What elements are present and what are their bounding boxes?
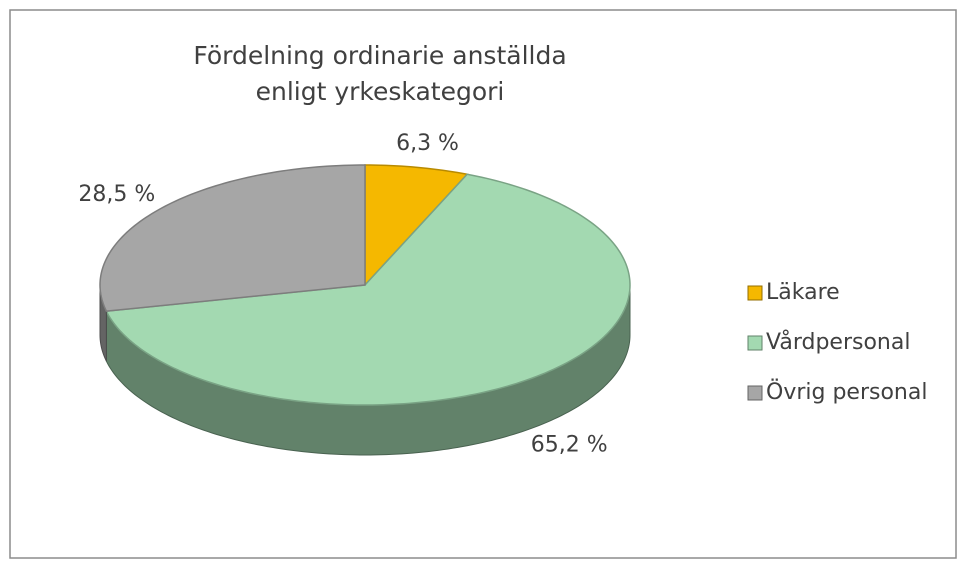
data-label: 65,2 %	[531, 432, 608, 457]
legend-swatch	[747, 385, 763, 401]
chart-title: Fördelning ordinarie anställda enligt yr…	[193, 41, 567, 106]
slice-top	[364, 164, 469, 287]
legend-label: Övrig personal	[766, 379, 927, 405]
legend-swatch	[747, 335, 763, 351]
data-label: 28,5 %	[78, 182, 155, 207]
legend-swatch	[747, 285, 763, 301]
slice-top	[99, 164, 366, 312]
pie-slice	[364, 164, 469, 287]
slice-top	[105, 173, 631, 406]
legend-label: Läkare	[766, 280, 840, 305]
legend-label: Vårdpersonal	[766, 329, 910, 355]
pie-slice	[99, 164, 366, 362]
pie-slice	[105, 173, 631, 456]
data-label: 6,3 %	[396, 131, 459, 156]
